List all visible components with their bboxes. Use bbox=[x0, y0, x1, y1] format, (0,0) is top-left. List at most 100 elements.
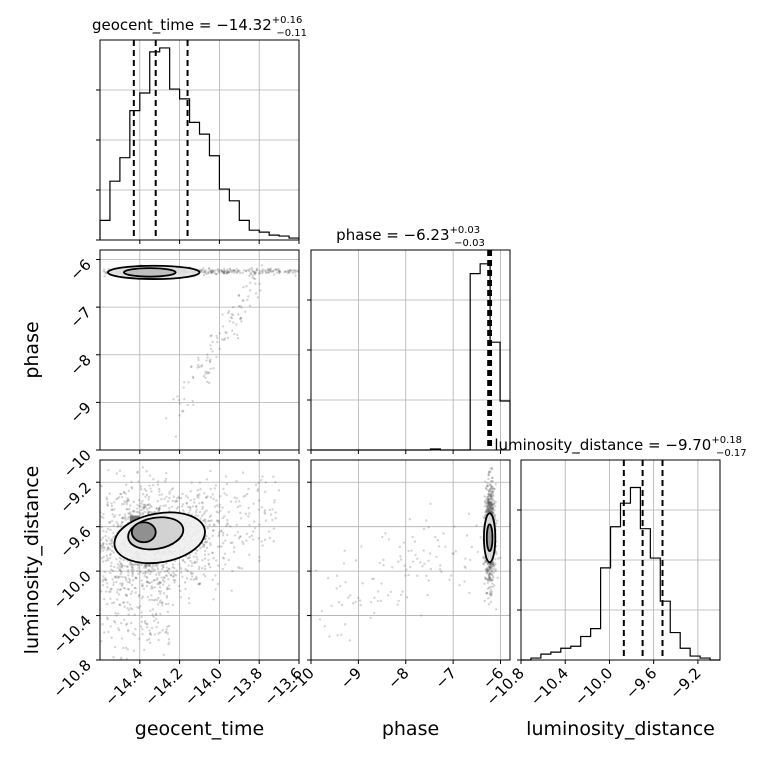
scatter-point bbox=[248, 267, 252, 271]
scatter-point bbox=[112, 601, 116, 604]
scatter-point bbox=[414, 553, 417, 557]
scatter-point bbox=[214, 484, 218, 487]
scatter-point bbox=[239, 271, 242, 275]
scatter-point bbox=[427, 526, 430, 529]
scatter-point bbox=[127, 588, 131, 591]
scatter-point bbox=[422, 527, 426, 531]
axes-frame bbox=[310, 459, 511, 661]
scatter-point bbox=[203, 567, 207, 571]
scatter-point bbox=[268, 508, 272, 512]
scatter-point bbox=[235, 497, 238, 500]
scatter-point bbox=[288, 268, 292, 272]
scatter-point bbox=[205, 534, 208, 538]
scatter-point bbox=[217, 519, 220, 522]
scatter-point bbox=[123, 605, 126, 608]
scatter-point bbox=[234, 270, 237, 273]
scatter-point bbox=[488, 502, 492, 505]
scatter-point bbox=[107, 536, 110, 540]
scatter-point bbox=[141, 627, 144, 631]
scatter-point bbox=[218, 503, 222, 507]
scatter-point bbox=[100, 538, 103, 541]
scatter-point bbox=[124, 515, 127, 519]
scatter-point bbox=[160, 601, 164, 605]
scatter-point bbox=[102, 597, 106, 601]
scatter-point bbox=[260, 540, 263, 543]
scatter-point bbox=[145, 565, 148, 568]
scatter-point bbox=[145, 576, 149, 579]
scatter-point bbox=[267, 271, 270, 274]
scatter-point bbox=[483, 516, 486, 520]
scatter-point bbox=[159, 612, 162, 616]
scatter-point bbox=[264, 481, 268, 484]
scatter-point bbox=[104, 534, 107, 538]
scatter-point bbox=[202, 271, 205, 274]
scatter-point bbox=[155, 612, 158, 616]
scatter-point bbox=[168, 567, 171, 570]
scatter-point bbox=[159, 581, 162, 585]
scatter-point bbox=[152, 599, 155, 602]
scatter-point bbox=[261, 544, 264, 547]
scatter-point bbox=[208, 381, 211, 385]
scatter-point bbox=[146, 625, 149, 629]
scatter-point bbox=[490, 487, 494, 490]
scatter-point bbox=[278, 269, 281, 272]
scatter-point bbox=[140, 625, 143, 628]
scatter-point bbox=[244, 270, 248, 273]
scatter-point bbox=[118, 603, 121, 606]
scatter-point bbox=[162, 563, 165, 567]
scatter-point bbox=[127, 571, 130, 574]
scatter-point bbox=[437, 545, 441, 548]
scatter-point bbox=[168, 507, 171, 510]
scatter-point bbox=[137, 498, 141, 502]
scatter-point bbox=[239, 511, 242, 515]
scatter-point bbox=[191, 572, 194, 575]
scatter-point bbox=[124, 593, 127, 597]
scatter-point bbox=[189, 578, 193, 581]
scatter-point bbox=[150, 626, 154, 630]
scatter-point bbox=[488, 593, 491, 596]
scatter-point bbox=[488, 566, 492, 570]
scatter-point bbox=[212, 367, 215, 370]
scatter-point bbox=[139, 605, 142, 608]
scatter-point bbox=[427, 559, 430, 562]
scatter-point bbox=[117, 524, 120, 528]
scatter-point bbox=[483, 505, 486, 508]
scatter-point bbox=[116, 562, 120, 566]
scatter-point bbox=[278, 271, 281, 274]
scatter-point bbox=[141, 511, 144, 515]
scatter-point bbox=[181, 558, 185, 562]
scatter-point bbox=[131, 572, 135, 576]
scatter-point bbox=[487, 579, 491, 582]
scatter-point bbox=[483, 501, 487, 504]
scatter-point bbox=[131, 570, 134, 573]
scatter-point bbox=[138, 511, 142, 515]
scatter-point bbox=[191, 505, 195, 508]
scatter-point bbox=[110, 504, 114, 508]
scatter-point bbox=[485, 510, 488, 514]
scatter-point bbox=[113, 619, 116, 623]
scatter-point bbox=[189, 506, 192, 510]
scatter-point bbox=[165, 569, 169, 573]
scatter-point bbox=[217, 521, 221, 525]
scatter-point bbox=[139, 485, 143, 488]
scatter-point bbox=[435, 555, 438, 558]
scatter-point bbox=[133, 633, 136, 637]
scatter-point bbox=[215, 334, 218, 338]
scatter-point bbox=[199, 517, 202, 520]
scatter-point bbox=[165, 630, 168, 634]
scatter-point bbox=[115, 558, 118, 561]
scatter-point bbox=[111, 569, 115, 573]
scatter-point bbox=[86, 559, 88, 561]
scatter-point bbox=[107, 630, 110, 633]
scatter-point bbox=[156, 603, 160, 606]
scatter-point bbox=[156, 500, 160, 503]
scatter-point bbox=[218, 531, 221, 534]
scatter-point bbox=[416, 557, 419, 560]
scatter-point bbox=[487, 473, 491, 477]
scatter-point bbox=[148, 506, 151, 510]
scatter-point bbox=[111, 578, 114, 581]
scatter-point bbox=[207, 553, 210, 556]
scatter-point bbox=[442, 532, 445, 535]
axes-frame bbox=[99, 249, 300, 451]
scatter-point bbox=[156, 565, 159, 568]
